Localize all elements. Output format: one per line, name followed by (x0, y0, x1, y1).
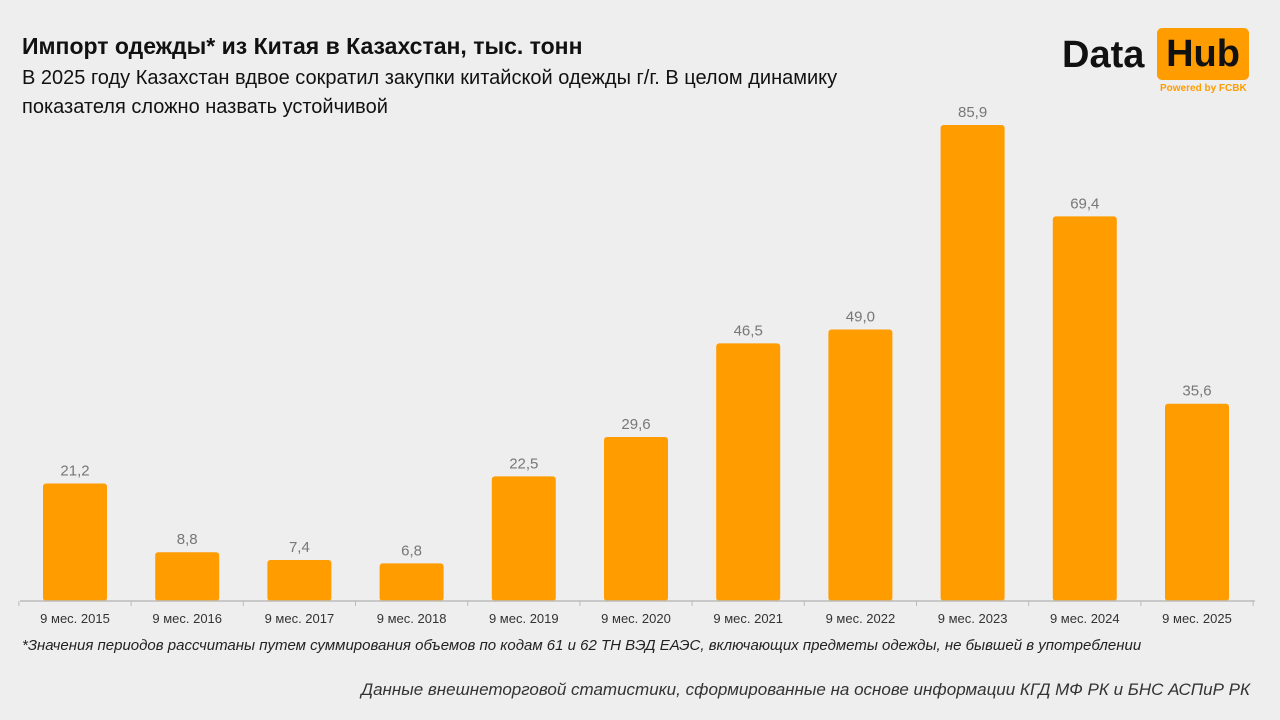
data-label: 8,8 (177, 531, 198, 548)
data-label: 85,9 (958, 104, 987, 121)
x-tick-label: 9 мес. 2020 (601, 611, 671, 626)
data-label: 21,2 (60, 463, 89, 480)
x-tick-label: 9 мес. 2016 (152, 611, 222, 626)
x-tick-label: 9 мес. 2021 (713, 611, 783, 626)
data-label: 46,5 (734, 322, 763, 339)
bar (1165, 403, 1229, 601)
bar (491, 476, 556, 601)
bar (379, 563, 444, 601)
logo-tagline: Powered by FCBK (1160, 83, 1247, 94)
x-tick-label: 9 мес. 2022 (826, 611, 896, 626)
data-label: 69,4 (1070, 195, 1099, 212)
bar (43, 483, 107, 601)
bar (716, 343, 781, 601)
chart-subtitle: В 2025 году Казахстан вдвое сократил зак… (22, 67, 838, 118)
bar (267, 559, 332, 601)
datahub-logo: Data Hub Powered by FCBK (1062, 26, 1252, 98)
logo-hub-text: Hub (1157, 28, 1249, 80)
bar (155, 552, 220, 601)
x-tick-label: 9 мес. 2018 (377, 611, 447, 626)
logo-data-text: Data (1062, 34, 1145, 76)
x-tick-label: 9 мес. 2023 (938, 611, 1008, 626)
x-tick-label: 9 мес. 2025 (1162, 611, 1232, 626)
bar (828, 329, 893, 601)
footnote: *Значения периодов рассчитаны путем сумм… (22, 637, 1142, 654)
chart-title: Импорт одежды* из Китая в Казахстан, тыс… (22, 33, 583, 59)
x-tick-label: 9 мес. 2015 (40, 611, 110, 626)
x-tick-label: 9 мес. 2017 (265, 611, 335, 626)
data-label: 7,4 (289, 539, 310, 556)
source-note: Данные внешнеторговой статистики, сформи… (361, 680, 1250, 699)
x-tick-label: 9 мес. 2019 (489, 611, 559, 626)
data-label: 35,6 (1182, 383, 1211, 400)
data-label: 22,5 (509, 455, 538, 472)
data-label: 49,0 (846, 308, 875, 325)
data-label: 29,6 (621, 416, 650, 433)
x-tick-label: 9 мес. 2024 (1050, 611, 1120, 626)
bar (1052, 216, 1117, 602)
bar (940, 125, 1005, 601)
bar (604, 436, 668, 601)
data-label: 6,8 (401, 542, 422, 559)
